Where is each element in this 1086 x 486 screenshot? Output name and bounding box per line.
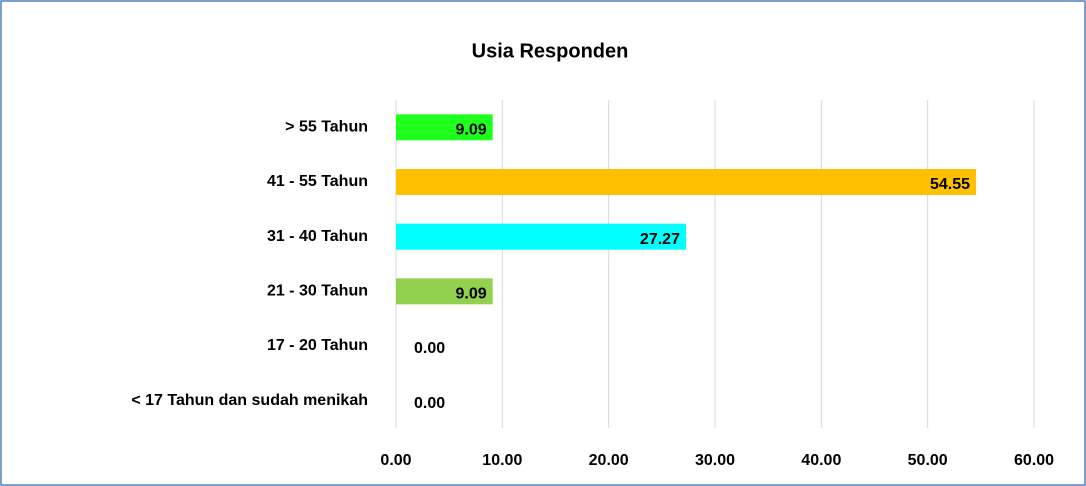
y-tick-label: > 55 Tahun	[285, 119, 368, 136]
x-tick-label: 20.00	[589, 452, 629, 469]
y-tick-label: 31 - 40 Tahun	[267, 228, 368, 245]
x-tick-label: 0.00	[380, 452, 411, 469]
x-tick-label: 30.00	[695, 452, 735, 469]
bar	[396, 278, 493, 305]
x-tick-label: 60.00	[1014, 452, 1054, 469]
y-tick-label: 21 - 30 Tahun	[267, 283, 368, 300]
data-label: 0.00	[414, 395, 445, 412]
data-label: 9.09	[456, 286, 487, 303]
x-tick-label: 50.00	[908, 452, 948, 469]
data-label: 9.09	[456, 122, 487, 139]
data-label: 54.55	[930, 176, 970, 193]
chart-title: Usia Responden	[472, 40, 629, 62]
y-tick-label: 41 - 55 Tahun	[267, 173, 368, 190]
y-tick-label: 17 - 20 Tahun	[267, 337, 368, 354]
data-label: 27.27	[640, 231, 680, 248]
bar	[396, 114, 493, 141]
data-label: 0.00	[414, 340, 445, 357]
y-tick-label: < 17 Tahun dan sudah menikah	[131, 392, 368, 409]
bar	[396, 169, 977, 195]
x-tick-label: 40.00	[801, 452, 841, 469]
bar	[396, 223, 686, 250]
x-tick-label: 10.00	[482, 452, 522, 469]
